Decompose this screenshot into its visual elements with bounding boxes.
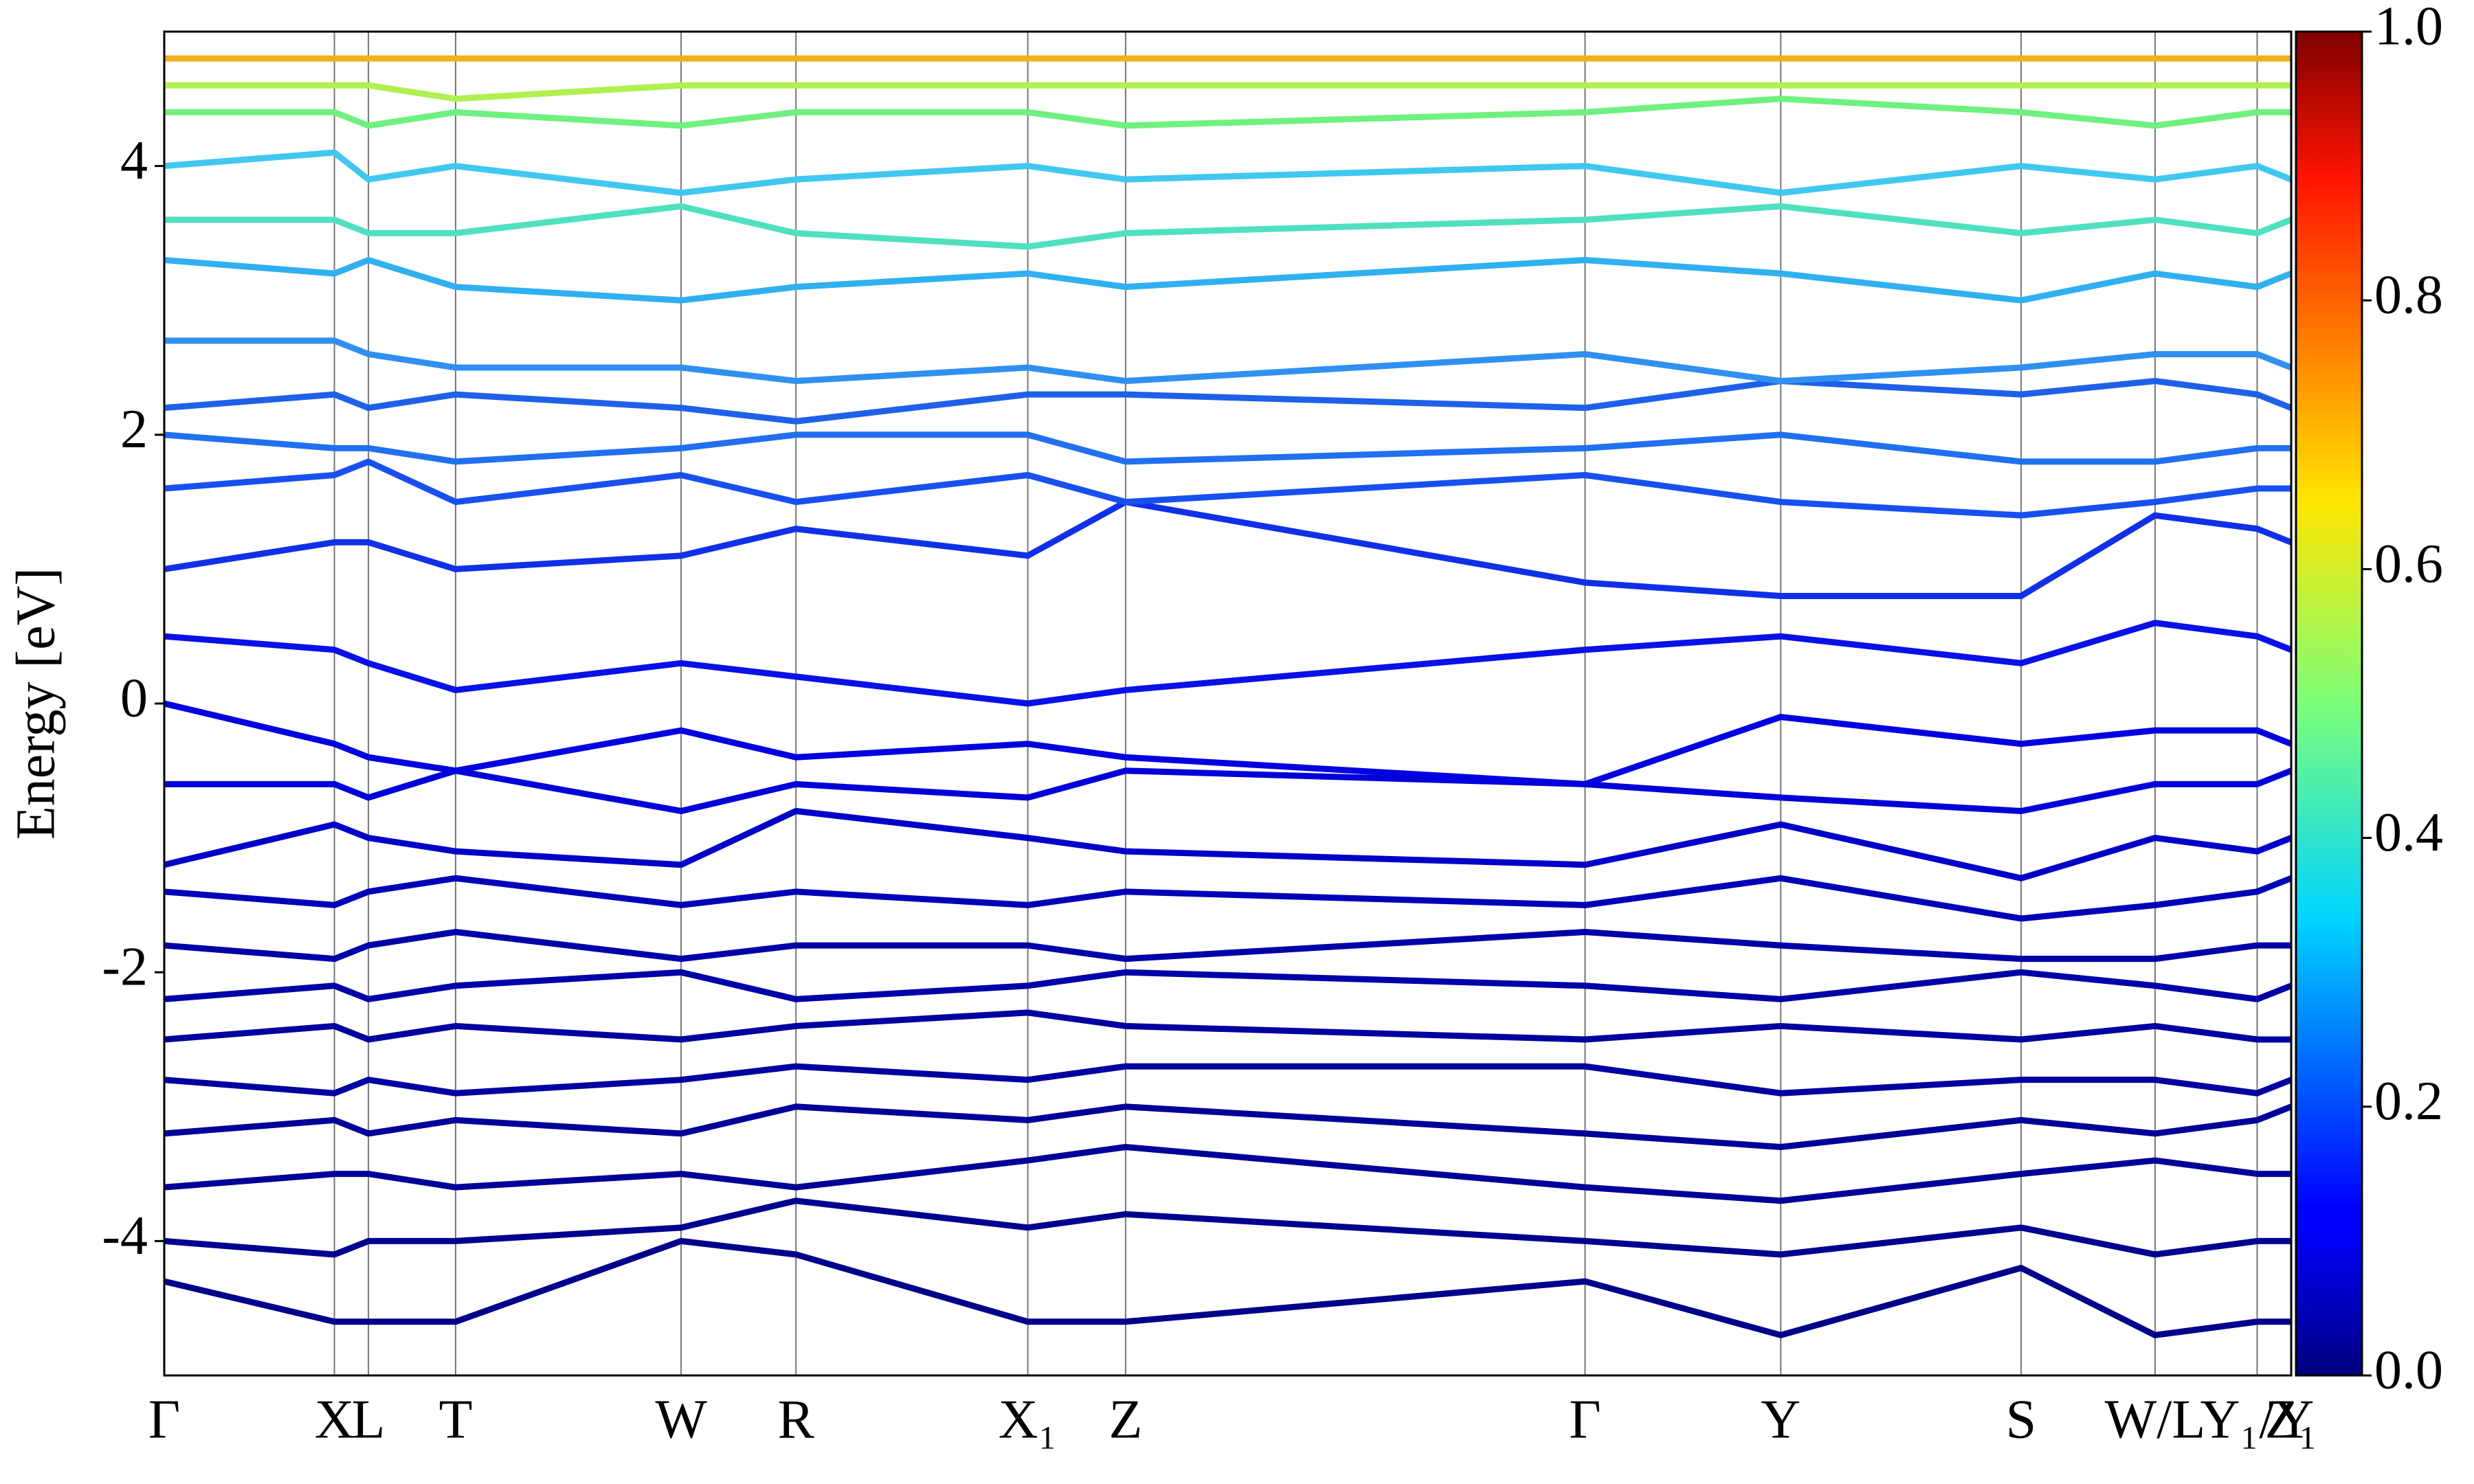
colorbar-tick-label: 1.0	[2374, 0, 2443, 56]
band	[164, 1063, 2291, 1097]
band	[164, 1198, 2291, 1258]
x-tick-label: Z	[1109, 1389, 1143, 1450]
y-tick-label: -2	[102, 937, 148, 998]
band	[164, 378, 2291, 425]
y-axis-label: Energy [eV]	[5, 567, 66, 840]
x-tick-label: X	[315, 1389, 355, 1450]
plot-frame	[163, 30, 2293, 1377]
band	[164, 767, 2291, 814]
band	[164, 95, 2291, 129]
colorbar-tick-label: 0.0	[2374, 1340, 2443, 1400]
band	[164, 149, 2291, 196]
band	[164, 337, 2291, 385]
band	[164, 1103, 2291, 1150]
band	[164, 620, 2291, 707]
colorbar-tick-label: 0.6	[2374, 534, 2443, 594]
band	[164, 969, 2291, 1002]
y-tick-label: 0	[120, 668, 148, 728]
band	[164, 431, 2291, 465]
x-tick-label: W	[655, 1389, 707, 1450]
band	[164, 499, 2291, 600]
band	[164, 203, 2291, 250]
colorbar-tick-label: 0.2	[2374, 1071, 2443, 1132]
band	[164, 257, 2291, 304]
x-tick-label: T	[439, 1389, 473, 1450]
band	[164, 875, 2291, 922]
x-tick-label: L	[352, 1389, 386, 1450]
band	[164, 1237, 2291, 1338]
x-tick-label: Y	[1761, 1389, 1801, 1450]
colorbar-tick-label: 0.4	[2374, 802, 2443, 863]
x-tick-label: Γ	[1569, 1389, 1601, 1450]
band	[164, 807, 2291, 881]
band	[164, 700, 2291, 787]
y-tick-label: 4	[120, 131, 148, 191]
x-tick-label: Γ	[148, 1389, 180, 1450]
x-tick-label: X₁	[999, 1389, 1058, 1450]
colorbar	[2295, 30, 2363, 1377]
y-tick-label: 2	[120, 399, 148, 460]
band	[164, 82, 2291, 102]
colorbar-tick-label: 0.8	[2374, 265, 2443, 326]
x-tick-label: R	[778, 1389, 815, 1450]
band	[164, 929, 2291, 963]
x-tick-label: W/L	[2105, 1389, 2206, 1450]
y-tick-label: -4	[102, 1206, 148, 1266]
x-tick-label: Z₁	[2265, 1389, 2318, 1450]
bands	[164, 55, 2291, 1338]
x-tick-label: S	[2006, 1389, 2037, 1450]
band	[164, 458, 2291, 519]
x-tick-label: Y₁/Y	[2200, 1389, 2315, 1450]
band	[164, 1009, 2291, 1043]
band	[164, 1143, 2291, 1204]
